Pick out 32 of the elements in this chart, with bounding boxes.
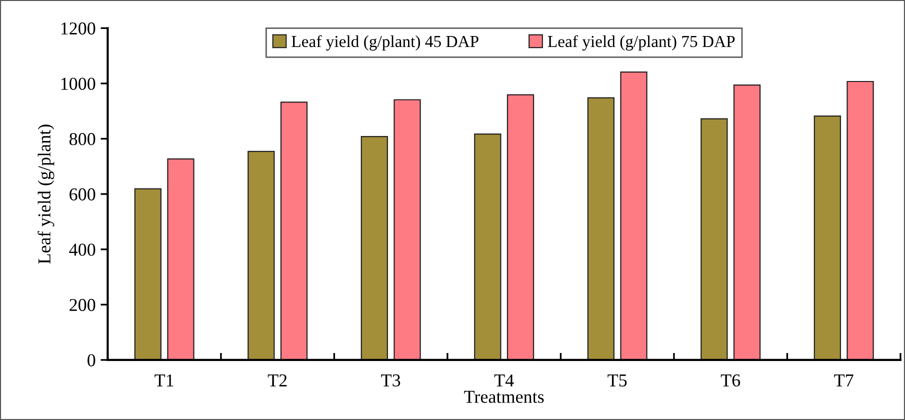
bar	[700, 118, 728, 360]
bar	[474, 133, 502, 360]
bar	[620, 72, 648, 360]
y-tick-label: 400	[69, 244, 96, 256]
x-tick-label: T4	[494, 374, 514, 386]
legend-label: Leaf yield (g/plant) 45 DAP	[292, 35, 478, 51]
y-tick-label: 1200	[61, 22, 96, 35]
bar	[280, 102, 308, 360]
legend-label: Leaf yield (g/plant) 75 DAP	[548, 35, 735, 51]
bar	[248, 150, 275, 360]
y-tick-label: 200	[70, 298, 96, 312]
x-tick-label: T6	[720, 374, 740, 387]
bar	[167, 158, 194, 360]
y-axis-title: Leaf yield (g/plant)	[38, 124, 54, 264]
y-tick-label: 600	[70, 188, 96, 200]
x-tick-label: T7	[834, 374, 854, 386]
bar	[587, 97, 614, 360]
x-tick-label: T5	[608, 374, 627, 387]
bar	[134, 188, 162, 360]
y-tick-label: 800	[69, 132, 96, 146]
bar	[394, 99, 421, 360]
bar	[733, 84, 761, 360]
x-axis-title: Treatments	[464, 390, 544, 403]
x-tick-label: T1	[154, 374, 174, 386]
y-tick-label: 1000	[61, 78, 96, 90]
bar	[814, 116, 842, 360]
bar	[846, 80, 874, 360]
bar	[506, 94, 534, 360]
x-tick-label: T2	[268, 374, 287, 386]
x-tick-label: T3	[381, 374, 400, 387]
y-tick-label: 0	[88, 354, 96, 366]
bar	[360, 136, 388, 360]
